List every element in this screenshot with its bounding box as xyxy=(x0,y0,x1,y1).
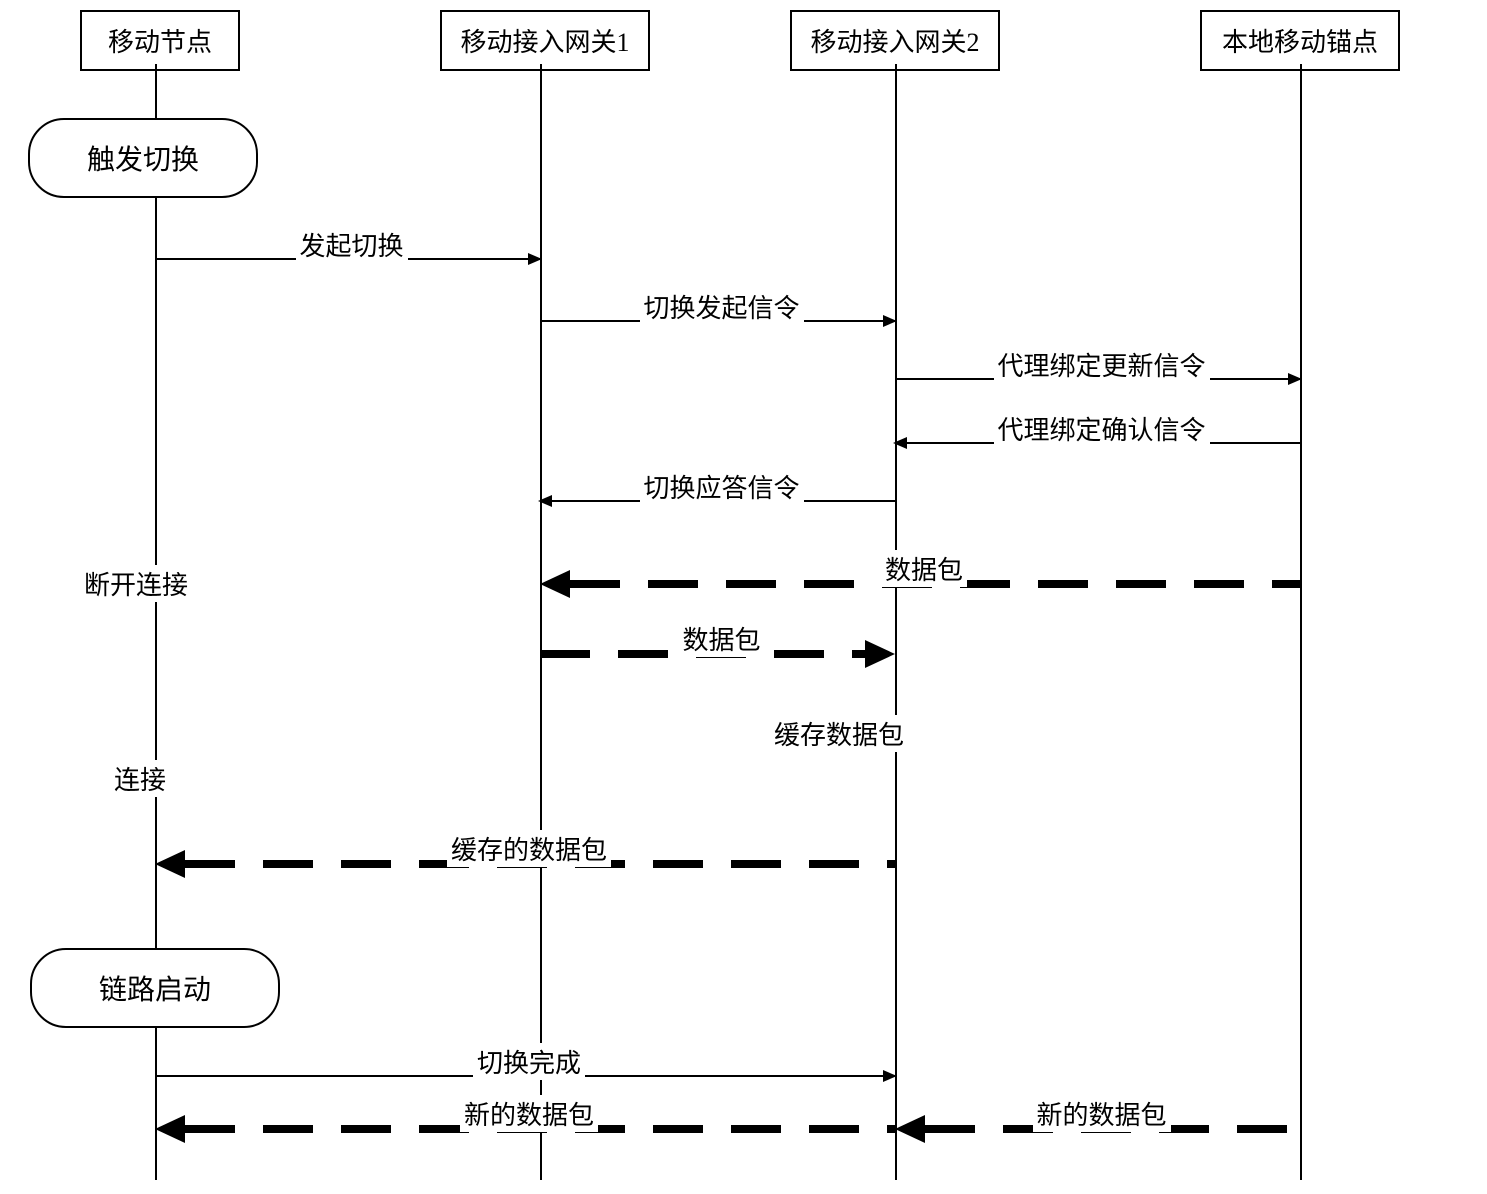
message-label-m7: 数据包 xyxy=(679,620,765,657)
label-disconnect: 断开连接 xyxy=(80,565,192,602)
message-label-m2: 切换发起信令 xyxy=(640,288,804,325)
actor-label: 移动节点 xyxy=(108,28,212,57)
event-linkup: 链路启动 xyxy=(30,948,280,1028)
actor-mn: 移动节点 xyxy=(80,10,240,71)
actor-mag1: 移动接入网关1 xyxy=(440,10,650,71)
label-buffer: 缓存数据包 xyxy=(770,715,908,752)
event-label: 链路启动 xyxy=(99,975,211,1006)
message-label-m5: 切换应答信令 xyxy=(640,468,804,505)
message-label-m11: 新的数据包 xyxy=(460,1095,598,1132)
lifeline-mag2 xyxy=(895,64,897,1180)
event-trigger: 触发切换 xyxy=(28,118,258,198)
actor-label: 移动接入网关1 xyxy=(460,28,629,57)
message-label-m9: 切换完成 xyxy=(473,1043,585,1080)
actor-label: 本地移动锚点 xyxy=(1222,28,1378,57)
message-label-m1: 发起切换 xyxy=(296,226,408,263)
message-label-m4: 代理绑定确认信令 xyxy=(994,410,1210,447)
message-label-m3: 代理绑定更新信令 xyxy=(994,346,1210,383)
lifeline-mag1 xyxy=(540,64,542,1180)
actor-lma: 本地移动锚点 xyxy=(1200,10,1400,71)
message-label-m10: 新的数据包 xyxy=(1033,1095,1171,1132)
label-connect: 连接 xyxy=(110,760,170,797)
message-label-m8: 缓存的数据包 xyxy=(447,830,611,867)
sequence-diagram: { "type": "sequence-diagram", "canvas": … xyxy=(0,0,1487,1194)
actor-mag2: 移动接入网关2 xyxy=(790,10,1000,71)
actor-label: 移动接入网关2 xyxy=(810,28,979,57)
message-label-m6: 数据包 xyxy=(881,550,967,587)
event-label: 触发切换 xyxy=(87,145,199,176)
lifeline-lma xyxy=(1300,64,1302,1180)
